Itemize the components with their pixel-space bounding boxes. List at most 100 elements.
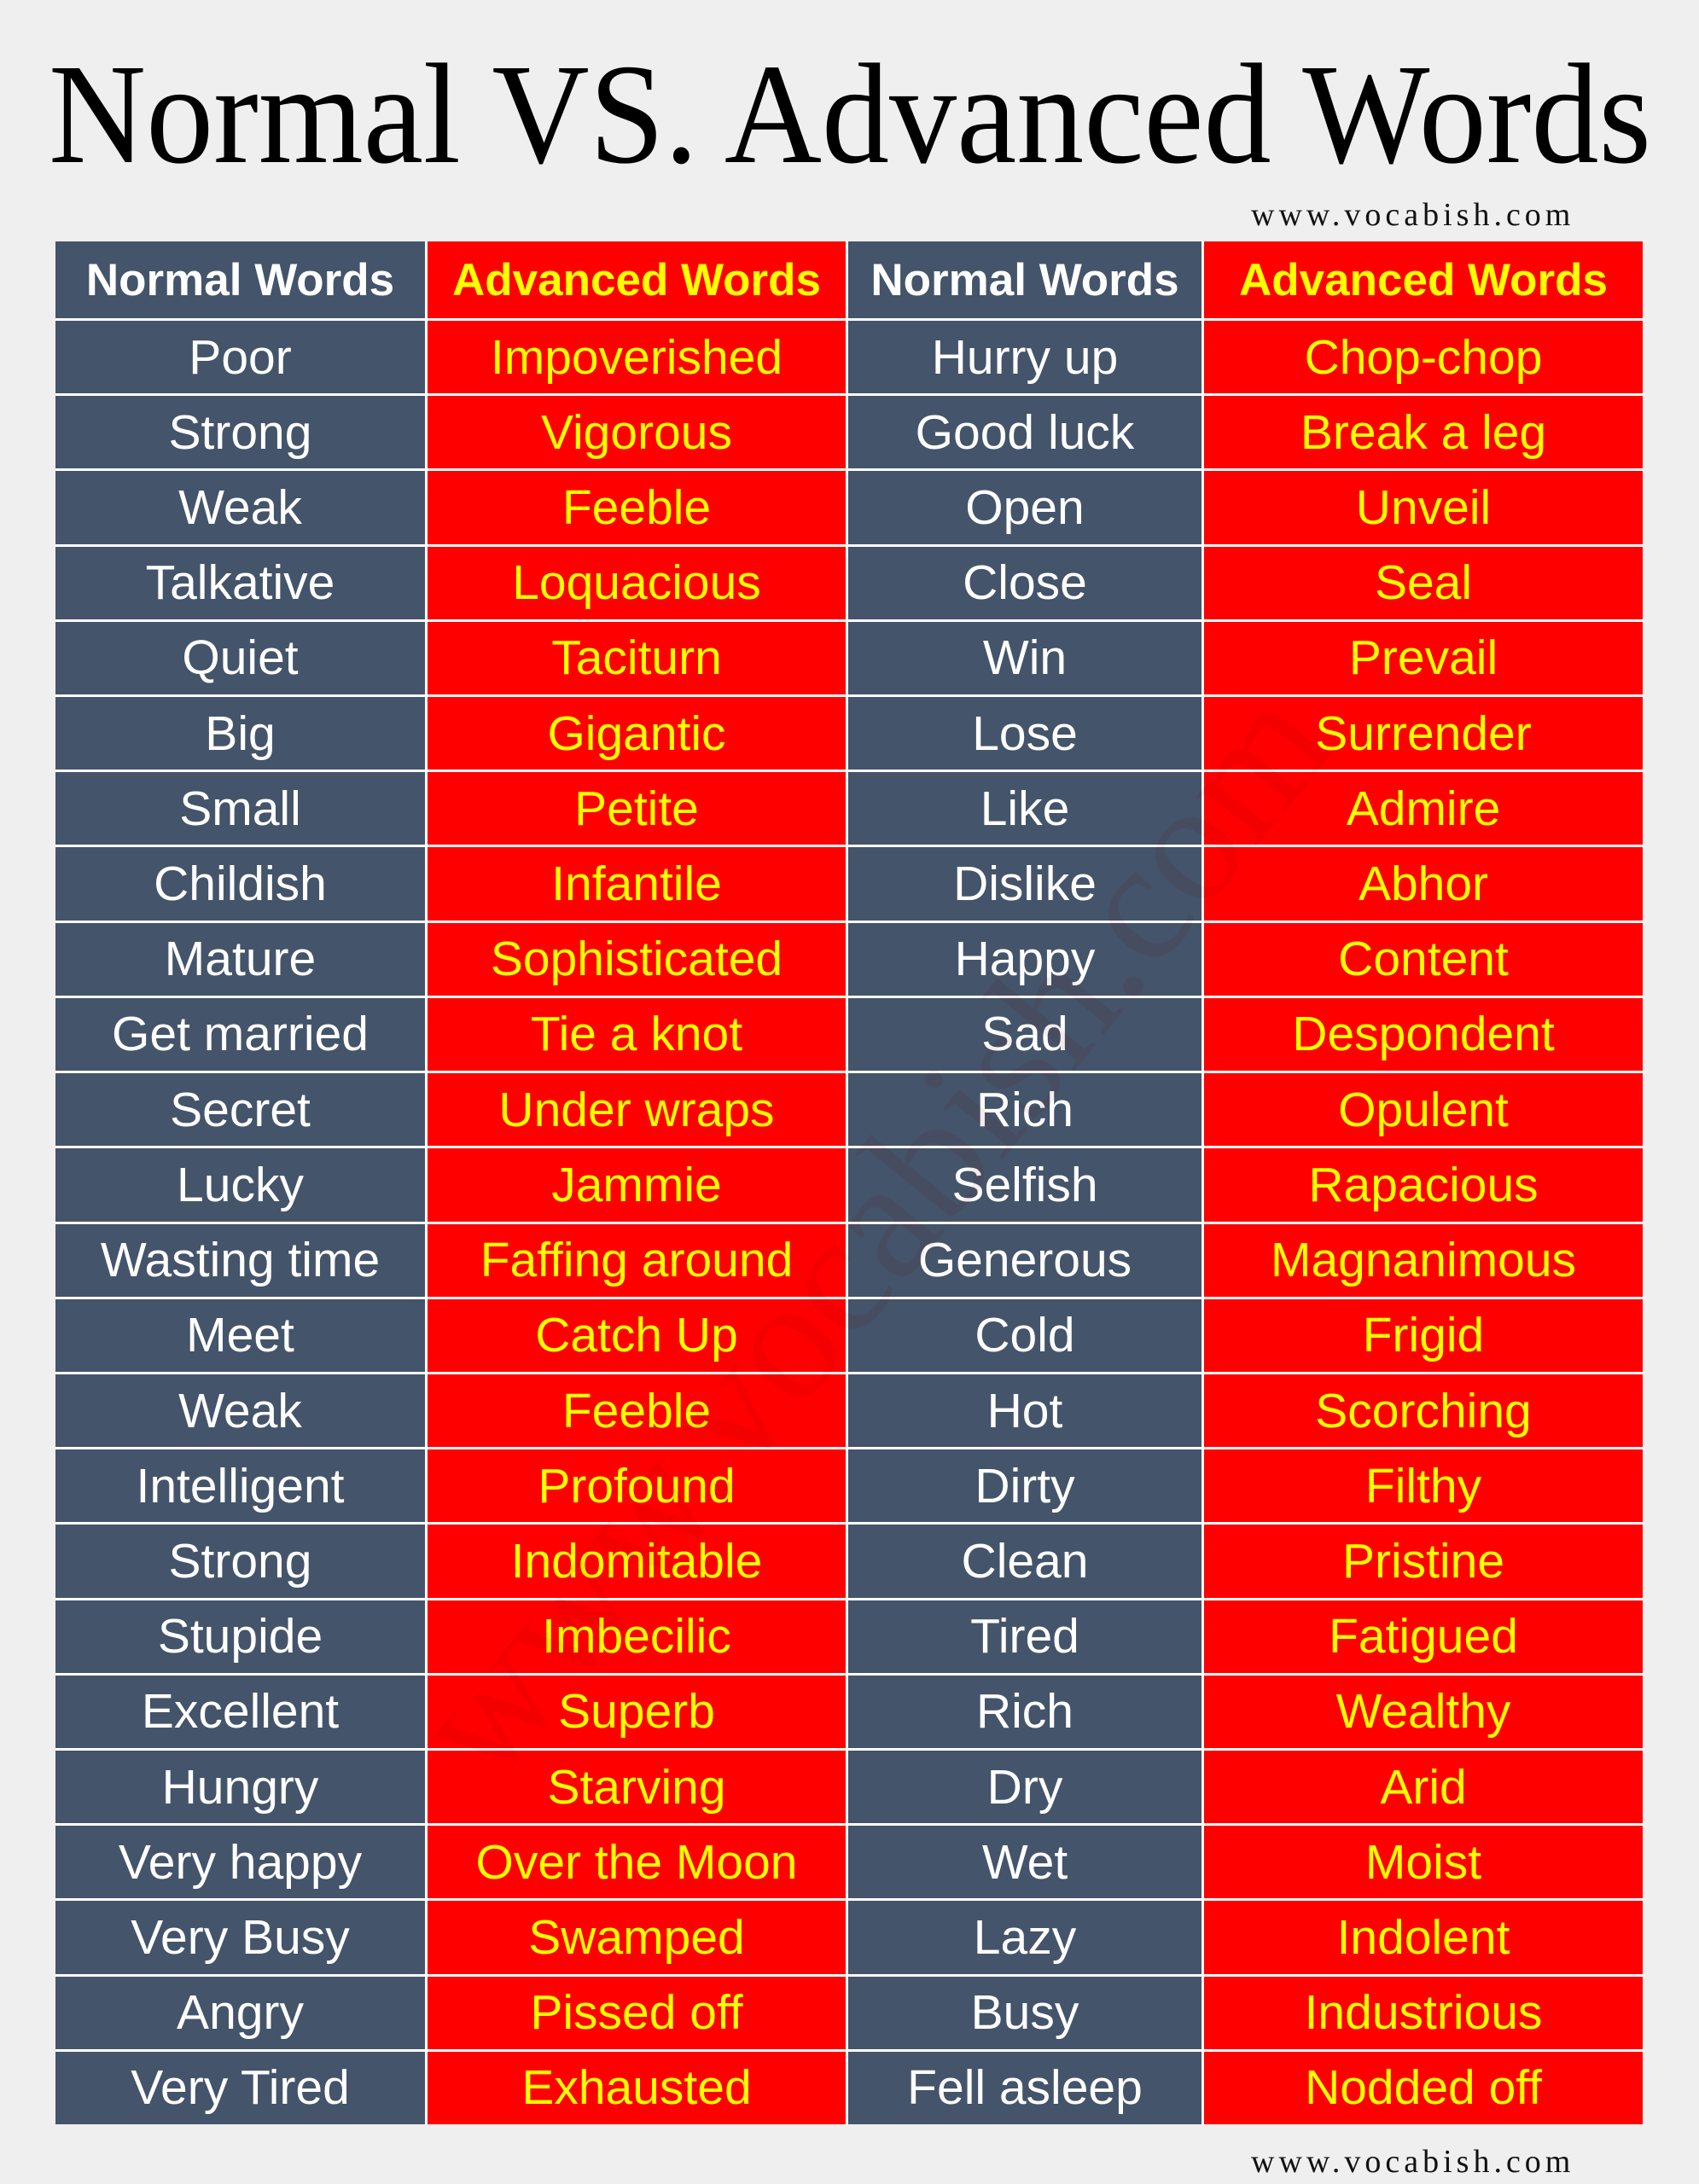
normal-word: Angry xyxy=(55,1976,425,2049)
advanced-word: Over the Moon xyxy=(428,1826,846,1899)
normal-word: Poor xyxy=(55,321,425,394)
normal-word: Weak xyxy=(55,1374,425,1448)
normal-word: Mature xyxy=(55,922,425,996)
normal-word: Stupide xyxy=(55,1600,425,1673)
advanced-word: Sophisticated xyxy=(428,922,846,996)
normal-word: Very Busy xyxy=(55,1901,425,1974)
normal-word: Rich xyxy=(848,1073,1202,1147)
advanced-word: Gigantic xyxy=(428,697,846,770)
normal-word: Very Tired xyxy=(55,2051,425,2124)
normal-word: Very happy xyxy=(55,1826,425,1899)
advanced-word: Feeble xyxy=(428,1374,846,1448)
words-table: Normal Words Advanced Words Normal Words Ad… xyxy=(55,241,1643,2124)
advanced-word: Content xyxy=(1204,922,1643,996)
advanced-word: Petite xyxy=(428,772,846,845)
normal-word: Wasting time xyxy=(55,1223,425,1297)
normal-word: Strong xyxy=(55,1525,425,1598)
normal-word: Get married xyxy=(55,997,425,1072)
advanced-word: Scorching xyxy=(1204,1374,1643,1448)
normal-word: Clean xyxy=(848,1525,1202,1598)
advanced-word: Taciturn xyxy=(428,621,846,695)
advanced-word: Wealthy xyxy=(1204,1675,1643,1748)
advanced-word: Superb xyxy=(428,1675,846,1748)
title: Normal VS. Advanced Words xyxy=(49,35,1651,194)
advanced-word: Pristine xyxy=(1204,1525,1643,1598)
advanced-word: Swamped xyxy=(428,1901,846,1974)
normal-word: Secret xyxy=(55,1073,425,1147)
normal-word: Like xyxy=(848,772,1202,845)
normal-word: Cold xyxy=(848,1298,1202,1372)
normal-word: Generous xyxy=(848,1223,1202,1297)
normal-word: Intelligent xyxy=(55,1449,425,1523)
advanced-word: Loquacious xyxy=(428,546,846,619)
header-cell: Normal Words xyxy=(848,241,1202,318)
advanced-word: Abhor xyxy=(1204,847,1643,921)
normal-word: Lazy xyxy=(848,1901,1202,1974)
url-top: www.vocabish.com xyxy=(1251,197,1575,233)
advanced-word: Seal xyxy=(1204,546,1643,619)
normal-word: Hot xyxy=(848,1374,1202,1448)
normal-word: Talkative xyxy=(55,546,425,619)
advanced-word: Moist xyxy=(1204,1826,1643,1899)
normal-word: Meet xyxy=(55,1298,425,1372)
normal-word: Sad xyxy=(848,997,1202,1072)
normal-word: Dry xyxy=(848,1750,1202,1824)
header-cell: Normal Words xyxy=(55,241,425,318)
advanced-word: Arid xyxy=(1204,1750,1643,1824)
normal-word: Selfish xyxy=(848,1148,1202,1222)
normal-word: Big xyxy=(55,697,425,770)
normal-word: Small xyxy=(55,772,425,845)
normal-word: Happy xyxy=(848,922,1202,996)
advanced-word: Indolent xyxy=(1204,1901,1643,1974)
normal-word: Dislike xyxy=(848,847,1202,921)
advanced-word: Industrious xyxy=(1204,1976,1643,2049)
normal-word: Close xyxy=(848,546,1202,619)
normal-word: Quiet xyxy=(55,621,425,695)
normal-word: Strong xyxy=(55,396,425,469)
advanced-word: Filthy xyxy=(1204,1449,1643,1523)
normal-word: Lucky xyxy=(55,1148,425,1222)
advanced-word: Impoverished xyxy=(428,321,846,394)
advanced-word: Fatigued xyxy=(1204,1600,1643,1673)
advanced-word: Surrender xyxy=(1204,697,1643,770)
normal-word: Weak xyxy=(55,471,425,544)
advanced-word: Admire xyxy=(1204,772,1643,845)
advanced-word: Feeble xyxy=(428,471,846,544)
normal-word: Busy xyxy=(848,1976,1202,2049)
normal-word: Lose xyxy=(848,697,1202,770)
header-cell: Advanced Words xyxy=(428,241,846,318)
normal-word: Win xyxy=(848,621,1202,695)
normal-word: Open xyxy=(848,471,1202,544)
advanced-word: Chop-chop xyxy=(1204,321,1643,394)
normal-word: Fell asleep xyxy=(848,2051,1202,2124)
normal-word: Rich xyxy=(848,1675,1202,1748)
advanced-word: Despondent xyxy=(1204,997,1643,1072)
advanced-word: Under wraps xyxy=(428,1073,846,1147)
advanced-word: Break a leg xyxy=(1204,396,1643,469)
normal-word: Good luck xyxy=(848,396,1202,469)
advanced-word: Infantile xyxy=(428,847,846,921)
advanced-word: Pissed off xyxy=(428,1976,846,2049)
advanced-word: Prevail xyxy=(1204,621,1643,695)
advanced-word: Opulent xyxy=(1204,1073,1643,1147)
normal-word: Tired xyxy=(848,1600,1202,1673)
normal-word: Dirty xyxy=(848,1449,1202,1523)
title-area: Normal VS. Advanced Words xyxy=(49,35,1651,194)
normal-word: Hungry xyxy=(55,1750,425,1824)
advanced-word: Rapacious xyxy=(1204,1148,1643,1222)
advanced-word: Faffing around xyxy=(428,1223,846,1297)
advanced-word: Tie a knot xyxy=(428,997,846,1072)
advanced-word: Exhausted xyxy=(428,2051,846,2124)
normal-word: Hurry up xyxy=(848,321,1202,394)
advanced-word: Jammie xyxy=(428,1148,846,1222)
advanced-word: Starving xyxy=(428,1750,846,1824)
advanced-word: Profound xyxy=(428,1449,846,1523)
advanced-word: Imbecilic xyxy=(428,1600,846,1673)
normal-word: Wet xyxy=(848,1826,1202,1899)
advanced-word: Nodded off xyxy=(1204,2051,1643,2124)
advanced-word: Frigid xyxy=(1204,1298,1643,1372)
advanced-word: Vigorous xyxy=(428,396,846,469)
header-cell: Advanced Words xyxy=(1204,241,1643,318)
advanced-word: Catch Up xyxy=(428,1298,846,1372)
